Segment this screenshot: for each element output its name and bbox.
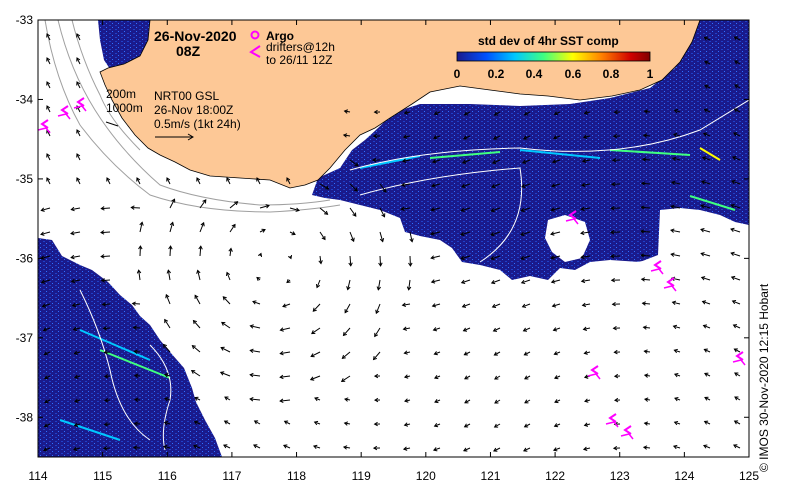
map-time: 08Z (176, 43, 201, 59)
sst-region-east (312, 20, 749, 280)
x-tick-label: 120 (416, 469, 436, 483)
drifters-label-line1: drifters@12h (266, 40, 335, 54)
axis-ticks: 114 115 116 117 118 119 120 121 122 123 124 125 -33 -… (16, 13, 760, 483)
contour-label-200m: 200m (106, 87, 136, 101)
map-date: 26-Nov-2020 (154, 28, 237, 44)
x-tick-label: 114 (28, 469, 47, 483)
colorbar-tick: 0.6 (565, 67, 582, 81)
current-scale-label: 0.5m/s (1kt 24h) (154, 117, 241, 131)
drifter-symbol-icon (249, 45, 261, 58)
y-tick-label: -37 (16, 331, 34, 345)
colorbar-tick: 0.4 (526, 67, 543, 81)
y-tick-label: -34 (16, 92, 34, 106)
y-tick-label: -33 (16, 13, 34, 27)
colorbar: std dev of 4hr SST comp 0 0.2 0.4 0.6 0.… (454, 34, 654, 81)
current-legend: NRT00 GSL 26-Nov 18:00Z 0.5m/s (1kt 24h) (154, 89, 241, 141)
argo-symbol-icon (250, 30, 260, 40)
bathymetry-contours (44, 20, 341, 213)
sst-streaks (59, 147, 736, 441)
current-time-label: 26-Nov 18:00Z (154, 103, 233, 117)
plot-frame (37, 19, 750, 458)
x-tick-label: 117 (222, 469, 241, 483)
sst-region-east-hole (545, 215, 590, 262)
x-tick-label: 119 (352, 469, 371, 483)
drifters-label-line2: to 26/11 12Z (266, 53, 333, 67)
contour-label-1000m: 1000m (106, 101, 143, 115)
drifter-tracks (38, 97, 746, 440)
y-tick-label: -35 (16, 172, 34, 186)
sst-region-southwest (38, 238, 222, 457)
x-tick-label: 121 (480, 469, 500, 483)
colorbar-tick: 0.2 (488, 67, 505, 81)
x-tick-label: 116 (158, 469, 177, 483)
x-tick-label: 125 (739, 469, 759, 483)
argo-label: Argo (266, 29, 294, 43)
x-tick-label: 118 (287, 469, 306, 483)
y-tick-label: -36 (16, 251, 34, 265)
current-vectors (40, 33, 741, 452)
x-tick-label: 115 (93, 469, 112, 483)
current-model-label: NRT00 GSL (154, 89, 219, 103)
credit-label: © IMOS 30-Nov-2020 12:15 Hobart (757, 283, 771, 472)
colorbar-gradient (456, 51, 651, 62)
colorbar-title: std dev of 4hr SST comp (478, 34, 619, 48)
colorbar-tick: 0.8 (603, 67, 620, 81)
colorbar-tick: 0 (454, 67, 461, 81)
argo-legend: Argo drifters@12h to 26/11 12Z (249, 29, 335, 67)
x-tick-label: 122 (545, 469, 565, 483)
sst-contours (79, 99, 749, 451)
colorbar-tick: 1 (647, 67, 654, 81)
x-tick-label: 124 (674, 469, 694, 483)
x-tick-label: 123 (610, 469, 630, 483)
land-australia (99, 20, 701, 189)
y-tick-label: -38 (16, 410, 34, 424)
